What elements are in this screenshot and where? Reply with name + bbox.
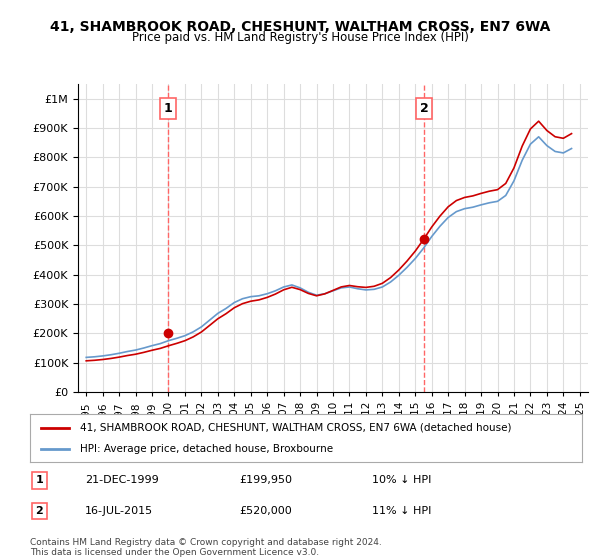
Text: 21-DEC-1999: 21-DEC-1999: [85, 475, 159, 485]
Text: 1: 1: [164, 102, 172, 115]
Text: £520,000: £520,000: [240, 506, 293, 516]
Text: 16-JUL-2015: 16-JUL-2015: [85, 506, 154, 516]
Text: 41, SHAMBROOK ROAD, CHESHUNT, WALTHAM CROSS, EN7 6WA (detached house): 41, SHAMBROOK ROAD, CHESHUNT, WALTHAM CR…: [80, 423, 511, 433]
Text: 11% ↓ HPI: 11% ↓ HPI: [372, 506, 431, 516]
Text: 1: 1: [35, 475, 43, 485]
Text: 10% ↓ HPI: 10% ↓ HPI: [372, 475, 431, 485]
Text: Contains HM Land Registry data © Crown copyright and database right 2024.
This d: Contains HM Land Registry data © Crown c…: [30, 538, 382, 557]
Text: £199,950: £199,950: [240, 475, 293, 485]
Text: 2: 2: [420, 102, 428, 115]
Text: Price paid vs. HM Land Registry's House Price Index (HPI): Price paid vs. HM Land Registry's House …: [131, 31, 469, 44]
Text: 41, SHAMBROOK ROAD, CHESHUNT, WALTHAM CROSS, EN7 6WA: 41, SHAMBROOK ROAD, CHESHUNT, WALTHAM CR…: [50, 20, 550, 34]
Text: 2: 2: [35, 506, 43, 516]
Text: HPI: Average price, detached house, Broxbourne: HPI: Average price, detached house, Brox…: [80, 444, 333, 454]
